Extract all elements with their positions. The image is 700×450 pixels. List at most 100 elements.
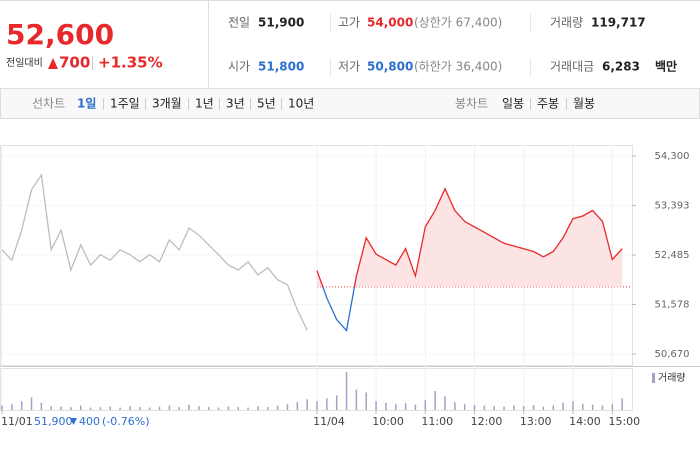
volume-bar bbox=[424, 400, 427, 410]
volume-bar bbox=[355, 389, 358, 410]
volume-bar bbox=[247, 407, 249, 410]
x-tick-label: 11:00 bbox=[421, 415, 453, 428]
volume-bar bbox=[591, 404, 594, 410]
volume-bar bbox=[60, 406, 62, 410]
down-icon bbox=[70, 418, 77, 425]
stat-value: 6,283 bbox=[602, 60, 640, 74]
x-tick-label: 10:00 bbox=[372, 415, 404, 428]
up-icon bbox=[48, 58, 58, 69]
volume-bar bbox=[473, 405, 476, 410]
volume-bar bbox=[257, 406, 259, 410]
volume-bar bbox=[582, 403, 584, 410]
tab[interactable]: 3개월 bbox=[152, 97, 182, 111]
info-change-rate: (-0.76%) bbox=[102, 415, 150, 428]
volume-bar bbox=[454, 402, 456, 410]
change-rate: +1.35% bbox=[98, 54, 163, 72]
price-line-up bbox=[316, 187, 623, 287]
tab[interactable]: 1일 bbox=[77, 97, 96, 111]
volume-bar bbox=[375, 401, 377, 410]
stat-label: 거래량 bbox=[550, 16, 583, 30]
volume-bar bbox=[178, 407, 180, 410]
volume-bar bbox=[198, 406, 200, 410]
stat-note: (하한가 36,400) bbox=[414, 60, 502, 74]
volume-bar bbox=[365, 392, 367, 410]
volume-bar bbox=[404, 403, 407, 410]
stat-label: 저가 bbox=[338, 60, 360, 74]
volume-bar bbox=[316, 401, 318, 410]
stat-value: 119,717 bbox=[591, 16, 646, 30]
tab[interactable]: 월봉 bbox=[573, 97, 595, 111]
volume-bar bbox=[621, 398, 623, 410]
volume-bar bbox=[139, 407, 141, 410]
volume-bar bbox=[552, 405, 554, 410]
volume-bar bbox=[542, 406, 545, 410]
tab-group-label: 선차트 bbox=[32, 97, 65, 111]
tab[interactable]: 10년 bbox=[288, 97, 314, 111]
stat-value: 54,000 bbox=[367, 16, 413, 30]
volume-bar bbox=[572, 401, 574, 410]
volume-bar bbox=[306, 399, 308, 410]
volume-bar bbox=[434, 391, 436, 410]
tab[interactable]: 일봉 bbox=[502, 97, 524, 111]
volume-bar bbox=[493, 406, 495, 410]
price: 52,600 bbox=[6, 18, 114, 51]
stat-note: (상한가 67,400) bbox=[414, 16, 502, 30]
volume-bar bbox=[119, 407, 121, 410]
stat-label: 시가 bbox=[228, 60, 250, 74]
volume-bar bbox=[463, 404, 466, 410]
x-tick-label: 11/04 bbox=[313, 415, 345, 428]
volume-bar bbox=[188, 404, 190, 410]
volume-bar bbox=[99, 407, 102, 410]
volume-bar bbox=[601, 405, 604, 410]
stat-unit: 백만 bbox=[655, 59, 677, 74]
volume-bar bbox=[286, 404, 289, 410]
tab[interactable]: 1주일 bbox=[110, 97, 140, 111]
stat-label: 고가 bbox=[338, 16, 360, 30]
volume-bar bbox=[444, 396, 446, 410]
x-tick-label: 12:00 bbox=[471, 415, 503, 428]
volume-bar bbox=[217, 407, 220, 410]
volume-bar bbox=[50, 406, 52, 410]
volume-bar bbox=[503, 406, 505, 410]
volume-bar bbox=[80, 405, 82, 410]
tab[interactable]: 주봉 bbox=[537, 97, 559, 111]
tab[interactable]: 3년 bbox=[226, 97, 245, 111]
change-label: 전일대비 bbox=[6, 57, 43, 69]
volume-bar bbox=[207, 407, 210, 410]
volume-bar bbox=[227, 406, 230, 410]
volume-bar bbox=[395, 404, 397, 410]
volume-bar bbox=[11, 404, 13, 410]
volume-bar bbox=[40, 402, 43, 410]
x-tick-label: 13:00 bbox=[520, 415, 552, 428]
info-change: 400 bbox=[79, 415, 100, 428]
tab[interactable]: 1년 bbox=[195, 97, 214, 111]
legend-label: 거래량 bbox=[658, 372, 686, 384]
volume-bar bbox=[276, 405, 279, 410]
volume-bar bbox=[522, 406, 525, 410]
volume-bar bbox=[237, 407, 239, 410]
volume-bar bbox=[30, 397, 33, 410]
x-tick-label: 15:00 bbox=[608, 415, 640, 428]
volume-bar bbox=[296, 402, 299, 410]
y-tick-label: 52,485 bbox=[655, 250, 690, 261]
stat-value: 51,800 bbox=[258, 60, 304, 74]
price-line bbox=[1, 173, 308, 331]
x-tick-label: 11/01 bbox=[1, 415, 33, 428]
tab[interactable]: 5년 bbox=[257, 97, 276, 111]
volume-bar bbox=[109, 406, 112, 410]
volume-bar bbox=[532, 405, 535, 410]
change: 700 bbox=[59, 54, 90, 72]
volume-bar bbox=[89, 407, 92, 410]
volume-bar bbox=[267, 407, 269, 410]
stat-label: 거래대금 bbox=[550, 60, 594, 74]
y-tick-label: 54,300 bbox=[655, 151, 690, 162]
info-close: 51,900 bbox=[34, 415, 73, 428]
y-tick-label: 51,578 bbox=[655, 300, 690, 311]
volume-bar bbox=[168, 405, 171, 410]
stat-label: 전일 bbox=[228, 16, 250, 30]
volume-bar bbox=[158, 406, 161, 410]
volume-bar bbox=[20, 401, 23, 410]
y-tick-label: 50,670 bbox=[655, 349, 690, 360]
volume-bar bbox=[1, 405, 3, 410]
